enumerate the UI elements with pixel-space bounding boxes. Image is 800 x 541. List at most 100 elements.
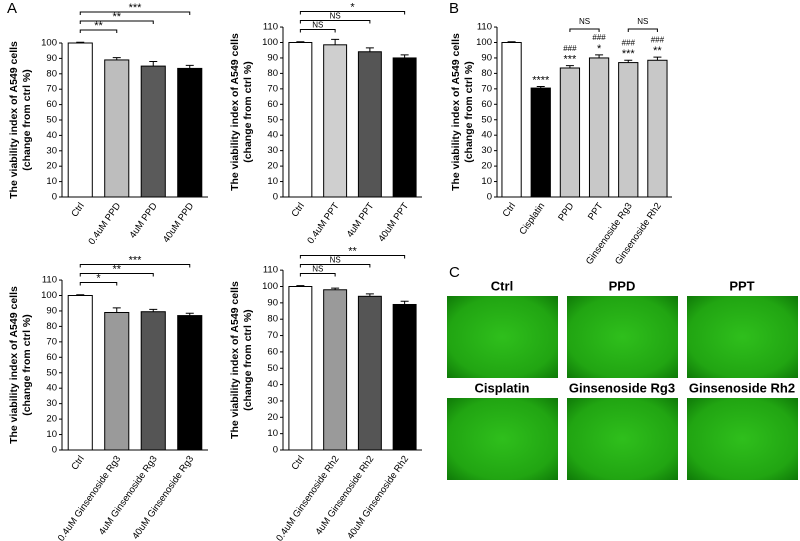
y-tick-label: 10: [46, 429, 57, 440]
significance-label: ***: [622, 48, 636, 60]
y-tick-label: 80: [267, 314, 278, 325]
bracket: [299, 29, 336, 33]
error-bar: [149, 308, 158, 312]
bar: [104, 311, 130, 451]
x-tick-label: 40uM Ginsenoside Rg3: [130, 454, 196, 541]
y-tick-label: 20: [46, 161, 57, 172]
bracket-label: **: [94, 20, 103, 32]
significance-label: **: [653, 45, 662, 57]
error-bar: [653, 56, 662, 61]
y-tick-label: 80: [267, 68, 278, 79]
bracket-label: NS: [579, 17, 590, 26]
y-tick-label: 30: [46, 145, 57, 156]
image-label: Ginsenoside Rg3: [569, 380, 675, 395]
bar: [288, 42, 313, 198]
bar: [104, 59, 130, 198]
y-tick-label: 30: [267, 395, 278, 406]
y-tick-label: 110: [263, 22, 278, 33]
y-tick-label: 0: [273, 192, 278, 203]
bar: [588, 57, 610, 198]
y-tick-label: 50: [267, 363, 278, 374]
y-tick-label: 70: [481, 83, 492, 94]
bracket: [299, 11, 406, 15]
bar: [357, 51, 382, 198]
y-axis-label: (change from ctrl %): [21, 314, 33, 416]
bracket-label: *: [350, 1, 355, 13]
chart: The viability index of A549 cells (change…: [8, 254, 208, 541]
bracket: [79, 11, 191, 15]
bar: [357, 295, 382, 451]
x-tick-label: Ctrl: [69, 454, 86, 472]
error-bar: [331, 287, 340, 290]
y-tick-label: 90: [46, 53, 57, 64]
bracket: [569, 28, 600, 33]
y-axis-label: (change from ctrl %): [242, 61, 254, 163]
y-tick-label: 10: [267, 428, 278, 439]
x-tick-label: 0.4uM PPT: [305, 201, 341, 246]
y-tick-label: 100: [476, 37, 492, 48]
error-bar: [365, 293, 374, 297]
micrograph: [567, 398, 678, 480]
x-tick-label: Ctrl: [289, 201, 306, 219]
y-tick-label: 60: [267, 99, 278, 110]
y-tick-label: 20: [481, 161, 492, 172]
bracket: [79, 273, 154, 277]
chart: The viability index of A549 cells (change…: [229, 245, 422, 541]
bar: [392, 303, 417, 451]
bracket-label: ***: [129, 254, 143, 266]
y-axis-label: The viability index of A549 cells: [229, 33, 241, 191]
bar: [288, 286, 313, 451]
y-tick-label: 70: [267, 83, 278, 94]
error-bar: [331, 38, 340, 45]
x-tick-label: Ctrl: [501, 201, 518, 219]
y-tick-label: 40: [267, 130, 278, 141]
x-tick-label: Ctrl: [289, 454, 306, 472]
panel-label: A: [7, 0, 17, 17]
error-bar: [400, 300, 409, 305]
significance-label: *: [597, 43, 602, 55]
y-tick-label: 0: [52, 445, 57, 456]
y-axis-label: The viability index of A549 cells: [450, 33, 462, 191]
significance-label: ###: [592, 33, 606, 42]
bar: [392, 57, 417, 198]
chart: The viability index of A549 cells (change…: [8, 2, 208, 247]
x-tick-label: PPT: [586, 201, 606, 223]
bracket-label: NS: [330, 256, 341, 265]
y-axis-label: The viability index of A549 cells: [229, 281, 241, 439]
x-tick-label: 0.4uM PPD: [86, 201, 123, 247]
y-tick-label: 40: [267, 379, 278, 390]
y-tick-label: 70: [267, 330, 278, 341]
error-bar: [507, 41, 516, 43]
bar: [140, 311, 166, 451]
error-bar: [400, 54, 409, 58]
bracket: [299, 264, 371, 268]
micrograph: [687, 296, 798, 378]
x-tick-label: 40uM PPD: [161, 201, 196, 245]
y-tick-label: 90: [46, 305, 57, 316]
significance-label: ****: [532, 74, 550, 86]
image-label: Cisplatin: [475, 380, 530, 395]
significance-label: ###: [563, 44, 577, 53]
bracket-label: NS: [312, 265, 323, 274]
y-tick-label: 30: [267, 145, 278, 156]
error-bar: [76, 294, 85, 296]
bracket: [299, 20, 371, 24]
chart: The viability index of A549 cells (change…: [450, 17, 672, 267]
bar: [177, 315, 203, 451]
y-tick-label: 10: [481, 176, 492, 187]
y-tick-label: 100: [41, 38, 57, 49]
y-axis-label: (change from ctrl %): [21, 69, 33, 171]
y-tick-label: 40: [46, 383, 57, 394]
x-tick-label: PPD: [556, 201, 576, 223]
error-bar: [624, 59, 633, 63]
image-label: PPT: [729, 278, 754, 293]
bracket-label: NS: [330, 12, 341, 21]
y-tick-label: 20: [267, 161, 278, 172]
x-tick-label: 0.4uM Ginsenoside Rh2: [274, 454, 341, 541]
bracket-label: **: [112, 11, 121, 23]
y-tick-label: 50: [267, 114, 278, 125]
y-tick-label: 60: [46, 99, 57, 110]
y-tick-label: 20: [267, 412, 278, 423]
image-label: Ctrl: [491, 278, 513, 293]
